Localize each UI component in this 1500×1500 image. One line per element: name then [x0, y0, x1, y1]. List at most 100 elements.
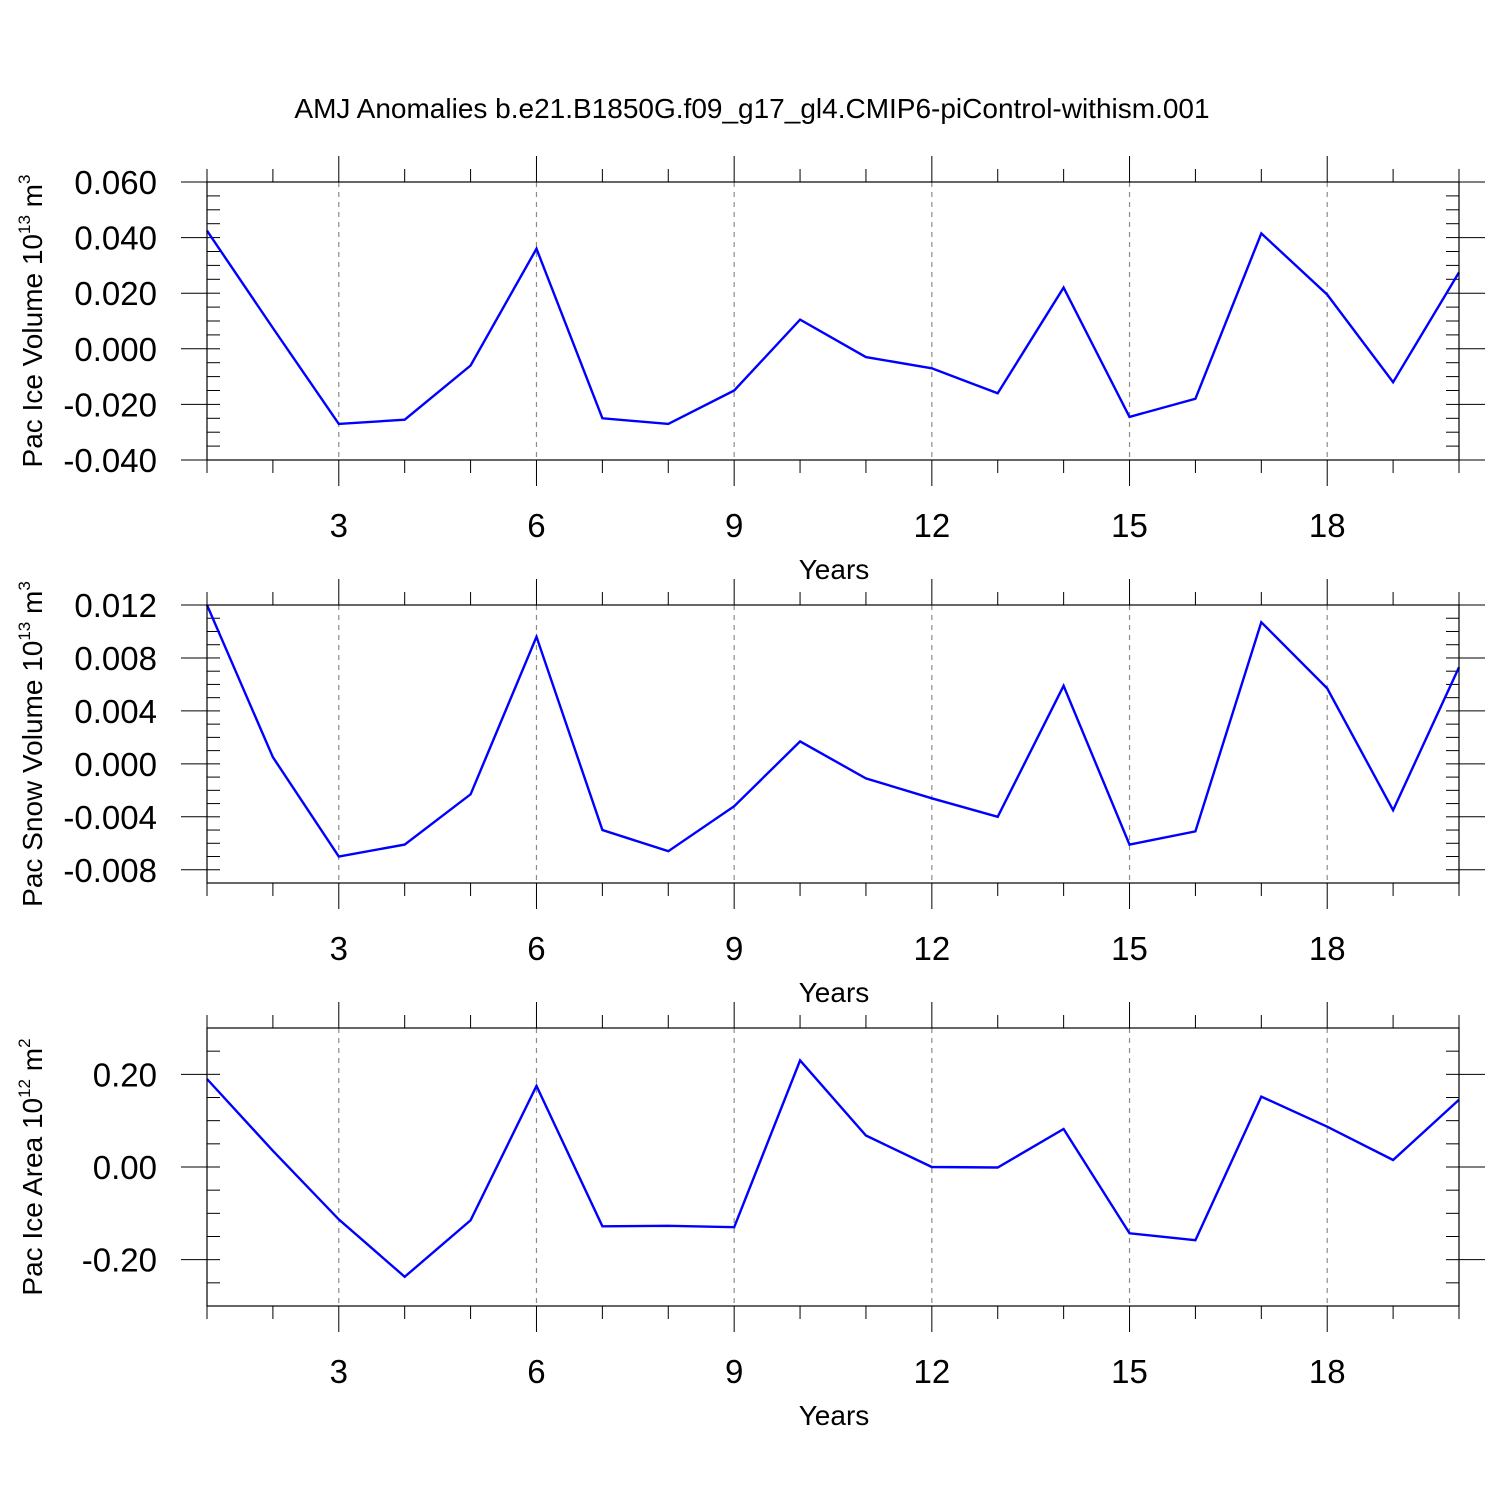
- y-tick-label: -0.020: [63, 386, 157, 423]
- data-point: [1062, 1128, 1065, 1131]
- data-point: [667, 422, 670, 425]
- y-tick-label: 0.060: [74, 164, 157, 201]
- data-point: [601, 1225, 604, 1228]
- data-point: [996, 815, 999, 818]
- y-tick-label: 0.020: [74, 275, 157, 312]
- x-tick-label: 12: [913, 1353, 950, 1390]
- y-tick-label: 0.008: [74, 640, 157, 677]
- y-tick-label: 0.00: [93, 1149, 157, 1186]
- data-point: [469, 364, 472, 367]
- data-point: [864, 1134, 867, 1137]
- data-point: [403, 843, 406, 846]
- x-tick-label: 9: [725, 507, 743, 544]
- data-point: [1326, 1125, 1329, 1128]
- y-axis-label: Pac Ice Area 1012 m2: [15, 1038, 48, 1295]
- plot-frame: [206, 604, 1460, 884]
- data-point: [1392, 809, 1395, 812]
- data-point: [996, 392, 999, 395]
- data-point: [799, 318, 802, 321]
- y-tick-label: 0.20: [93, 1056, 157, 1093]
- series-line: [206, 1058, 1460, 1279]
- data-point: [1392, 381, 1395, 384]
- data-point: [337, 855, 340, 858]
- x-tick-label: 15: [1111, 930, 1148, 967]
- x-axis-label: Years: [799, 554, 870, 585]
- x-tick-label: 15: [1111, 507, 1148, 544]
- data-point: [667, 1224, 670, 1227]
- plot-frame: [206, 1027, 1460, 1307]
- data-point: [1194, 1239, 1197, 1242]
- data-point: [1128, 843, 1131, 846]
- data-point: [535, 1084, 538, 1087]
- series-line: [205, 604, 1461, 858]
- data-point: [1392, 1159, 1395, 1162]
- data-point: [1326, 687, 1329, 690]
- y-tick-label: 0.012: [74, 587, 157, 624]
- data-point: [271, 326, 274, 329]
- data-point: [535, 635, 538, 638]
- data-point: [930, 1166, 933, 1169]
- data-point: [469, 793, 472, 796]
- y-tick-label: -0.20: [82, 1242, 157, 1279]
- data-point: [733, 389, 736, 392]
- x-tick-label: 3: [330, 930, 348, 967]
- data-point: [337, 422, 340, 425]
- x-tick-label: 9: [725, 930, 743, 967]
- data-point: [1326, 293, 1329, 296]
- plot-frame: [206, 181, 1460, 461]
- data-point: [469, 1219, 472, 1222]
- x-tick-label: 18: [1309, 930, 1346, 967]
- data-point: [864, 356, 867, 359]
- data-point: [996, 1166, 999, 1169]
- y-axis-label: Pac Ice Volume 1013 m3: [15, 175, 48, 468]
- x-tick-label: 18: [1309, 507, 1346, 544]
- data-point: [601, 829, 604, 832]
- x-tick-label: 3: [330, 1353, 348, 1390]
- y-tick-label: 0.040: [74, 220, 157, 257]
- data-point: [1062, 286, 1065, 289]
- data-point: [1128, 415, 1131, 418]
- x-tick-label: 6: [527, 1353, 545, 1390]
- data-point: [733, 805, 736, 808]
- data-point: [271, 1149, 274, 1152]
- data-point: [271, 756, 274, 759]
- data-point: [733, 1226, 736, 1229]
- x-axis-label: Years: [799, 977, 870, 1008]
- data-point: [535, 247, 538, 250]
- figure-title: AMJ Anomalies b.e21.B1850G.f09_g17_gl4.C…: [294, 93, 1209, 124]
- data-point: [1128, 1232, 1131, 1235]
- data-point: [403, 418, 406, 421]
- chart-panel-1: -0.040 -0.020 0.000 0.020 0.040 0.060 3 6 9 12 15 1…: [15, 156, 1485, 585]
- data-point: [1194, 397, 1197, 400]
- x-tick-label: 6: [527, 930, 545, 967]
- data-point: [1260, 621, 1263, 624]
- series-line: [206, 230, 1461, 426]
- data-point: [1194, 830, 1197, 833]
- data-point: [1260, 232, 1263, 235]
- x-tick-label: 12: [913, 507, 950, 544]
- data-point: [337, 1218, 340, 1221]
- x-axis-label: Years: [799, 1400, 870, 1431]
- chart-panels: -0.040 -0.020 0.000 0.020 0.040 0.060 3 6 9 12 15 1…: [15, 156, 1485, 1431]
- x-tick-label: 12: [913, 930, 950, 967]
- y-tick-label: 0.000: [74, 331, 157, 368]
- data-point: [864, 777, 867, 780]
- y-axis-label: Pac Snow Volume 1013 m3: [15, 581, 48, 907]
- data-point: [601, 417, 604, 420]
- x-tick-label: 6: [527, 507, 545, 544]
- y-tick-label: -0.004: [63, 799, 157, 836]
- data-point: [930, 797, 933, 800]
- data-point: [403, 1275, 406, 1278]
- x-tick-label: 18: [1309, 1353, 1346, 1390]
- data-point: [799, 1059, 802, 1062]
- y-tick-label: 0.000: [74, 746, 157, 783]
- data-point: [799, 740, 802, 743]
- data-point: [1062, 684, 1065, 687]
- y-tick-label: -0.008: [63, 852, 157, 889]
- x-tick-label: 15: [1111, 1353, 1148, 1390]
- chart-panel-2: -0.008 -0.004 0.000 0.004 0.008 0.012 3 6 9 12 15 1…: [15, 579, 1485, 1008]
- data-point: [930, 367, 933, 370]
- data-point: [1260, 1095, 1263, 1098]
- y-tick-label: -0.040: [63, 442, 157, 479]
